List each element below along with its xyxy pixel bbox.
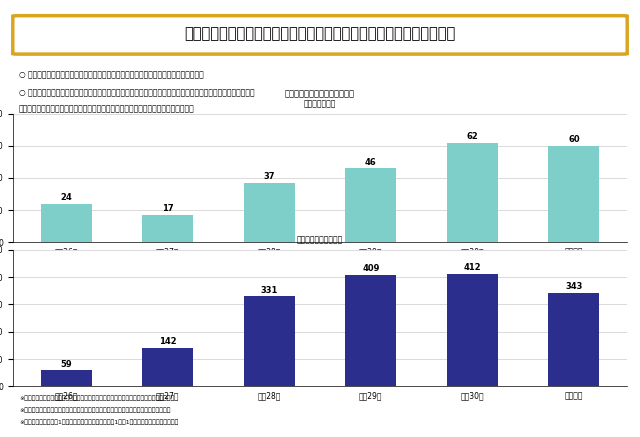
Bar (244, 183, 294, 242)
Text: ○ ダムや遊水地、河道掘削等により、河川水位を低下させる対策を計画的に実施しているものの、氾濫危険水位: ○ ダムや遊水地、河道掘削等により、河川水位を低下させる対策を計画的に実施してい… (19, 88, 255, 97)
Bar (142, 347, 193, 386)
Text: （都道府県管理河川）: （都道府県管理河川） (297, 235, 343, 244)
Text: 59: 59 (60, 360, 72, 369)
Text: ※国土交通省において被害状況等のとりまとめを行った災害での河川数を計上している。: ※国土交通省において被害状況等のとりまとめを行った災害での河川数を計上している。 (19, 408, 170, 413)
Text: ○ 気候変動等による豪雨の増加により、相対的に安全度が低下しているおそれがある。: ○ 気候変動等による豪雨の増加により、相対的に安全度が低下しているおそれがある。 (19, 70, 204, 79)
Bar (41, 370, 92, 386)
Text: （国管理河川）: （国管理河川） (304, 100, 336, 109)
Bar (548, 146, 599, 242)
Text: 60: 60 (568, 135, 580, 144)
Bar (244, 296, 294, 386)
Text: 62: 62 (467, 132, 478, 141)
Text: 412: 412 (463, 264, 481, 272)
Bar (447, 143, 498, 242)
Text: 気候変動等による災害の激化（氾濫危険水位を超過河川の発生状況）: 気候変動等による災害の激化（氾濫危険水位を超過河川の発生状況） (184, 26, 456, 41)
Bar (346, 168, 396, 242)
Bar (346, 274, 396, 386)
Text: ※対象は、洪水予報河川及び水位周知河川であり、（）内は各年の指定済み河川数である。: ※対象は、洪水予報河川及び水位周知河川であり、（）内は各年の指定済み河川数である… (19, 396, 174, 402)
Text: 17: 17 (162, 204, 173, 213)
Text: 409: 409 (362, 264, 380, 273)
Bar (41, 204, 92, 242)
FancyBboxPatch shape (13, 16, 627, 54)
Text: 142: 142 (159, 337, 177, 346)
Text: 24: 24 (60, 193, 72, 202)
Bar (142, 215, 193, 242)
Text: 37: 37 (264, 172, 275, 181)
Text: 343: 343 (565, 282, 582, 291)
Text: 331: 331 (260, 285, 278, 295)
Bar (548, 293, 599, 386)
Text: （河川が氾濫する恐れのある水位）を超過した河川数は、増加傾向となっている。: （河川が氾濫する恐れのある水位）を超過した河川数は、増加傾向となっている。 (19, 104, 195, 113)
Text: 46: 46 (365, 158, 377, 167)
Bar (447, 274, 498, 386)
Text: ※一連の災害により、1河川で複数回超過した場合は、1回（1河川）として計上している。: ※一連の災害により、1河川で複数回超過した場合は、1回（1河川）として計上してい… (19, 420, 179, 425)
Text: 氾濫危険水位を超過した河川数: 氾濫危険水位を超過した河川数 (285, 90, 355, 98)
